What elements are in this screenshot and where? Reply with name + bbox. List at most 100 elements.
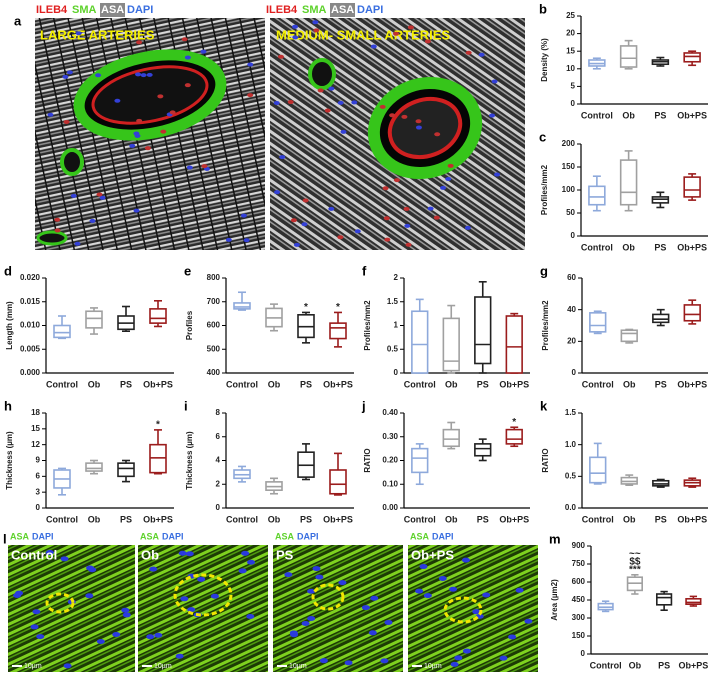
y-tick-label: 600 <box>207 321 221 330</box>
nucleus <box>136 118 143 123</box>
x-tick-label: Control <box>404 514 436 524</box>
y-tick-label: 2 <box>394 273 399 282</box>
y-tick-label: 300 <box>572 613 586 622</box>
x-tick-label: Ob+PS <box>143 379 173 389</box>
box <box>620 329 638 343</box>
panel-letter: m <box>549 531 561 546</box>
nucleus <box>465 50 472 55</box>
nucleus <box>401 114 408 119</box>
nucleus <box>133 131 140 136</box>
nucleus <box>154 632 163 638</box>
x-tick-label: Control <box>581 242 613 252</box>
y-tick-label: 60 <box>567 273 576 282</box>
cell-outline <box>173 573 233 617</box>
y-tick-label: 800 <box>207 273 221 282</box>
nucleus <box>36 634 45 640</box>
nucleus <box>66 70 73 75</box>
y-tick-label: 6 <box>36 471 41 480</box>
nucleus <box>89 218 96 223</box>
nucleus <box>54 217 61 222</box>
x-tick-label: Ob <box>445 379 458 389</box>
nucleus <box>47 112 54 117</box>
nucleus <box>462 648 471 654</box>
nucleus <box>184 55 191 60</box>
nucleus <box>461 557 470 563</box>
stain-label: ASA <box>275 531 295 541</box>
stain-label: DAPI <box>162 531 184 541</box>
y-tick-label: 400 <box>207 368 221 377</box>
stain-label: ASA <box>10 531 30 541</box>
y-tick-label: 0.0 <box>565 503 577 512</box>
y-tick-label: 20 <box>567 336 576 345</box>
nucleus <box>328 206 335 211</box>
image-title: PS <box>276 547 294 562</box>
nucleus <box>62 74 69 79</box>
nucleus <box>379 104 386 109</box>
nucleus <box>354 229 361 234</box>
significance-mark: $$ <box>629 556 641 567</box>
scale-label: 10µm <box>289 663 307 670</box>
nucleus <box>160 129 167 134</box>
box <box>619 159 638 206</box>
x-tick-label: Ob <box>88 514 101 524</box>
panel-letter: j <box>361 398 366 413</box>
stain-label: ASA <box>101 4 124 16</box>
scale-label: 10µm <box>154 663 172 670</box>
vessel-lumen <box>91 65 209 125</box>
chart: f Profiles/mm2 0 0.5 1 1.5 2 Control Ob PS Ob+PS <box>362 263 530 389</box>
panel-letter: g <box>540 263 548 278</box>
nucleus <box>186 165 193 170</box>
y-tick-label: 10 <box>566 64 575 73</box>
y-tick-label: 0.010 <box>20 321 41 330</box>
stain-label: DAPI <box>357 4 383 16</box>
nucleus <box>146 634 155 640</box>
stain-label: ASA <box>140 531 160 541</box>
panel-letter: e <box>184 263 191 278</box>
y-tick-label: 450 <box>572 595 586 604</box>
nucleus <box>169 110 176 115</box>
nucleus <box>273 100 280 105</box>
x-tick-label: Ob <box>268 379 281 389</box>
chart: c Profiles/mm2 0 50 100 150 200 Control Ob PS Ob+P… <box>539 129 708 252</box>
y-tick-label: 200 <box>562 139 576 148</box>
nucleus <box>240 213 247 218</box>
nucleus <box>290 218 297 223</box>
y-axis-label: Profiles/mm2 <box>540 164 549 215</box>
y-tick-label: 0.020 <box>20 273 41 282</box>
nucleus <box>135 72 142 77</box>
y-tick-label: 50 <box>566 208 575 217</box>
box <box>588 185 606 206</box>
panel-letter: b <box>539 1 547 16</box>
nucleus <box>178 550 187 556</box>
nucleus <box>247 62 254 67</box>
nucleus <box>88 567 97 573</box>
stain-label: ASA <box>410 531 430 541</box>
stain-label: DAPI <box>297 531 319 541</box>
nucleus <box>524 618 533 624</box>
nucleus <box>136 40 143 45</box>
y-tick-label: 100 <box>562 185 576 194</box>
x-tick-label: Ob+PS <box>143 514 173 524</box>
y-tick-label: 750 <box>572 559 586 568</box>
image-title: Ob <box>141 547 159 562</box>
panel-letter: i <box>184 398 188 413</box>
nucleus <box>389 113 396 118</box>
y-axis-label: Length (mm) <box>5 301 14 350</box>
stain-bg <box>100 3 125 17</box>
nucleus <box>201 164 208 169</box>
chart: k RATIO 0.0 0.5 1.0 1.5 Control Ob PS Ob+PS <box>540 398 708 524</box>
chart: h Thickness (µm) 0 3 6 9 12 15 18 Control Ob PS Ob+P… <box>4 398 174 524</box>
micrograph <box>8 545 135 672</box>
y-axis-label: Area (µm2) <box>550 579 559 621</box>
chart: m Area (µm2) 0 150 300 450 600 750 900 Control Ob P… <box>549 531 708 670</box>
y-tick-label: 500 <box>207 344 221 353</box>
chart: j RATIO 0.00 0.10 0.20 0.30 0.40 Control Ob PS Ob+… <box>361 398 530 524</box>
nucleus <box>337 100 344 105</box>
y-tick-label: 0.10 <box>382 479 398 488</box>
micrograph <box>408 545 538 672</box>
y-tick-label: 3 <box>36 487 41 496</box>
x-tick-label: Ob+PS <box>678 660 708 670</box>
nucleus <box>112 631 121 637</box>
stain-label: DAPI <box>432 531 454 541</box>
y-tick-label: 0.00 <box>382 503 398 512</box>
